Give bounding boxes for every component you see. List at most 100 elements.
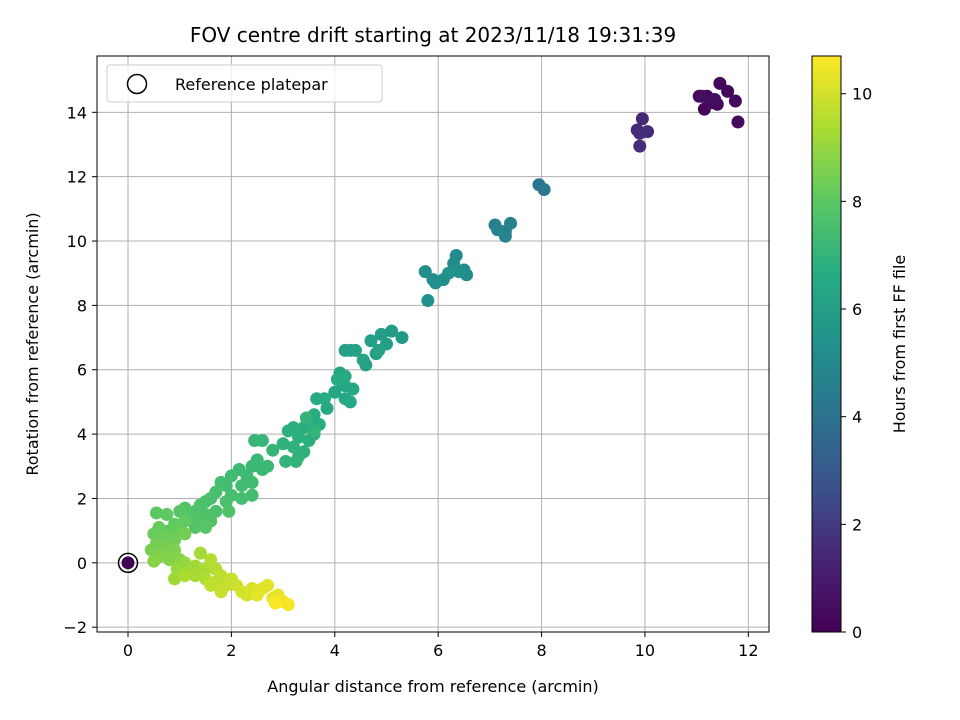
colorbar-gradient	[811, 55, 842, 633]
data-point	[299, 411, 313, 425]
data-point	[224, 469, 238, 483]
data-point	[708, 92, 722, 106]
data-point	[695, 89, 709, 103]
data-point	[338, 392, 352, 406]
data-point	[188, 559, 202, 573]
x-tick-label: 6	[433, 641, 443, 660]
colorbar-label: Hours from first FF file	[890, 255, 909, 434]
colorbar: 0 2 4 6 8 10 Hours from first FF file	[811, 55, 909, 642]
y-tick-label: 4	[77, 425, 87, 444]
data-point	[188, 520, 202, 534]
legend-marker-reference	[126, 73, 148, 95]
data-point	[245, 475, 259, 489]
data-point	[248, 434, 262, 448]
data-point	[214, 569, 228, 583]
data-point	[356, 353, 370, 367]
grid-lines	[97, 56, 769, 632]
axes-frame	[96, 55, 770, 633]
x-axis-label: Angular distance from reference (arcmin)	[267, 677, 598, 696]
data-point	[338, 369, 352, 383]
data-point	[149, 506, 163, 520]
data-point	[713, 76, 727, 90]
data-point	[188, 569, 202, 583]
data-point	[160, 508, 174, 522]
data-point	[395, 331, 409, 345]
data-point	[731, 115, 745, 129]
y-tick-label: 14	[67, 103, 87, 122]
data-point	[245, 459, 259, 473]
data-point	[245, 488, 259, 502]
x-tick-label: 12	[738, 641, 758, 660]
data-point	[193, 546, 207, 560]
data-point	[635, 112, 649, 126]
data-point	[281, 424, 295, 438]
data-point	[328, 385, 342, 399]
colorbar-tick-label: 6	[852, 300, 862, 319]
y-tick-label: −2	[63, 618, 87, 637]
data-point	[235, 491, 249, 505]
data-point	[728, 94, 742, 108]
data-point	[235, 479, 249, 493]
axis-ticks: 0 2 4 6 8 10 12 −2 0 2 4 6 8 10 12 14	[63, 103, 758, 660]
y-tick-label: 0	[77, 554, 87, 573]
colorbar-tick-label: 10	[852, 85, 872, 104]
data-point	[204, 553, 218, 567]
colorbar-tick-label: 2	[852, 515, 862, 534]
data-point	[338, 343, 352, 357]
x-tick-label: 10	[635, 641, 655, 660]
data-point	[276, 437, 290, 451]
data-point	[199, 562, 213, 576]
legend-label-reference: Reference platepar	[175, 75, 328, 94]
data-point	[250, 588, 264, 602]
data-point	[147, 554, 161, 568]
data-point	[266, 443, 280, 457]
data-point	[199, 520, 213, 534]
data-point	[452, 265, 466, 279]
data-point	[286, 440, 300, 454]
scatter-points	[117, 76, 745, 612]
data-point	[374, 327, 388, 341]
data-point	[162, 553, 176, 567]
data-point	[214, 475, 228, 489]
data-point	[178, 514, 192, 528]
legend-box	[106, 64, 383, 103]
y-axis-label: Rotation from reference (arcmin)	[23, 212, 42, 475]
data-point	[721, 84, 735, 98]
data-point	[214, 585, 228, 599]
data-point	[307, 424, 321, 438]
y-tick-label: 12	[67, 168, 87, 187]
data-point	[281, 598, 295, 612]
data-point	[255, 462, 269, 476]
data-point	[372, 343, 386, 357]
data-point	[498, 229, 512, 243]
y-tick-label: 10	[67, 232, 87, 251]
data-point	[279, 454, 293, 468]
data-point	[178, 527, 192, 541]
data-point	[268, 596, 282, 610]
colorbar-tick-label: 4	[852, 408, 862, 427]
chart-title: FOV centre drift starting at 2023/11/18 …	[190, 23, 676, 47]
data-point	[348, 343, 362, 357]
data-point	[421, 294, 435, 308]
data-point	[385, 324, 399, 338]
data-point	[633, 126, 647, 140]
data-point	[168, 543, 182, 557]
data-point	[173, 504, 187, 518]
data-point	[317, 392, 331, 406]
data-point	[178, 569, 192, 583]
data-point	[261, 578, 275, 592]
data-point	[429, 276, 443, 290]
data-point	[346, 382, 360, 396]
data-point	[289, 454, 303, 468]
data-point	[302, 434, 316, 448]
reference-point	[121, 556, 135, 570]
reference-point-ring	[117, 552, 139, 574]
data-point	[418, 265, 432, 279]
data-point	[364, 334, 378, 348]
x-tick-label: 0	[123, 641, 133, 660]
data-point	[504, 216, 518, 230]
x-tick-label: 8	[536, 641, 546, 660]
y-tick-label: 2	[77, 489, 87, 508]
data-point	[204, 578, 218, 592]
